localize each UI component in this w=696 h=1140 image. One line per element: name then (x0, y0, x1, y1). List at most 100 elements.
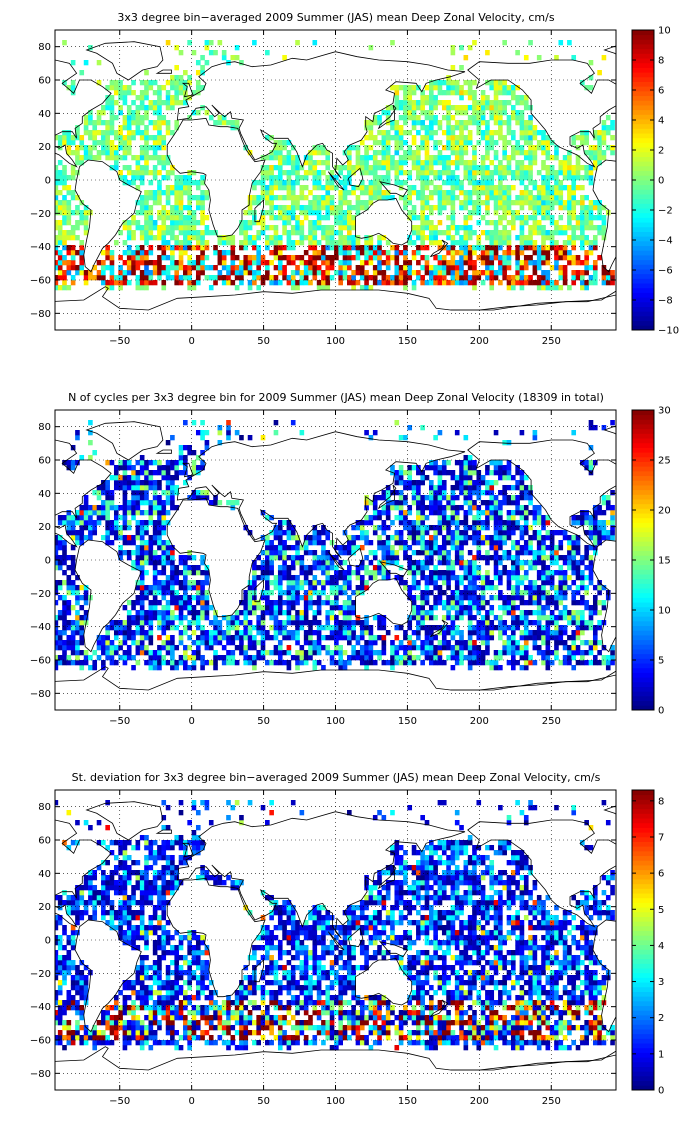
colorbar-segment (632, 212, 654, 218)
data-cell (165, 40, 171, 46)
y-tick-label: 0 (45, 176, 51, 187)
data-cell (286, 615, 292, 621)
data-cell (558, 250, 564, 256)
data-cell (295, 550, 300, 556)
data-cell (316, 635, 322, 641)
data-cell (463, 135, 469, 141)
data-cell (187, 185, 192, 191)
data-cell (178, 600, 184, 606)
data-cell (584, 225, 589, 231)
data-cell (467, 215, 473, 221)
data-cell (372, 255, 378, 261)
data-cell (226, 650, 231, 656)
data-cell (485, 625, 490, 631)
data-cell (584, 575, 589, 581)
data-cell (62, 185, 67, 191)
data-cell (446, 180, 451, 186)
data-cell (126, 260, 132, 266)
data-cell (55, 555, 59, 561)
data-cell (403, 95, 408, 101)
data-cell (75, 145, 80, 151)
data-cell (359, 160, 365, 166)
data-cell (290, 560, 296, 566)
data-cell (342, 275, 348, 281)
data-cell (187, 580, 192, 586)
data-cell (183, 270, 188, 276)
data-cell (523, 255, 529, 261)
data-cell (204, 265, 210, 271)
data-cell (463, 250, 469, 256)
data-cell (355, 195, 361, 201)
data-cell (467, 580, 473, 586)
data-cell (429, 190, 434, 196)
data-cell (355, 245, 361, 251)
y-tick-label: −20 (30, 209, 51, 220)
data-cell (545, 625, 551, 631)
data-cell (178, 635, 184, 641)
data-cell (312, 265, 318, 271)
data-cell (213, 230, 218, 236)
data-cell (57, 260, 63, 266)
data-cell (200, 200, 205, 206)
data-cell (234, 45, 240, 51)
data-cell (592, 160, 598, 166)
data-cell (480, 580, 486, 586)
data-cell (588, 180, 594, 186)
data-cell (334, 205, 339, 211)
data-cell (580, 210, 585, 216)
data-cell (441, 90, 447, 96)
data-cell (584, 135, 589, 141)
data-cell (152, 100, 158, 106)
data-cell (502, 85, 507, 91)
data-cell (485, 140, 490, 146)
data-cell (390, 655, 395, 661)
data-cell (450, 195, 456, 201)
data-cell (541, 135, 546, 141)
data-cell (502, 155, 507, 161)
data-cell (247, 280, 253, 286)
data-cell (195, 600, 201, 606)
data-cell (558, 165, 564, 171)
data-cell (157, 105, 162, 111)
data-cell (454, 655, 460, 661)
data-cell (493, 575, 499, 581)
data-cell (567, 650, 572, 656)
data-cell (515, 585, 520, 591)
data-cell (429, 240, 434, 246)
data-cell (273, 185, 279, 191)
data-cell (450, 590, 456, 596)
data-cell (351, 240, 356, 246)
data-cell (239, 220, 244, 226)
data-cell (536, 170, 542, 176)
data-cell (372, 165, 378, 171)
data-cell (433, 95, 438, 101)
data-cell (62, 545, 67, 551)
data-cell (510, 630, 516, 636)
data-cell (502, 230, 507, 236)
data-cell (493, 255, 499, 261)
data-cell (385, 175, 391, 181)
data-cell (191, 665, 197, 671)
data-cell (420, 645, 425, 651)
data-cell (282, 270, 287, 276)
colorbar-segment (632, 81, 654, 87)
data-cell (273, 545, 279, 551)
data-cell (174, 615, 180, 621)
data-cell (545, 615, 551, 621)
data-cell (260, 650, 266, 656)
data-cell (70, 640, 76, 646)
data-cell (170, 170, 175, 176)
data-cell (70, 545, 76, 551)
colorbar-tick-label: −4 (658, 236, 673, 247)
data-cell (437, 585, 443, 591)
data-cell (424, 135, 430, 141)
data-cell (377, 130, 382, 136)
data-cell (243, 595, 249, 601)
data-cell (554, 640, 559, 646)
data-cell (528, 200, 533, 206)
data-cell (303, 235, 309, 241)
data-cell (424, 130, 430, 136)
data-cell (532, 125, 538, 131)
data-cell (610, 125, 615, 131)
data-cell (308, 210, 313, 216)
